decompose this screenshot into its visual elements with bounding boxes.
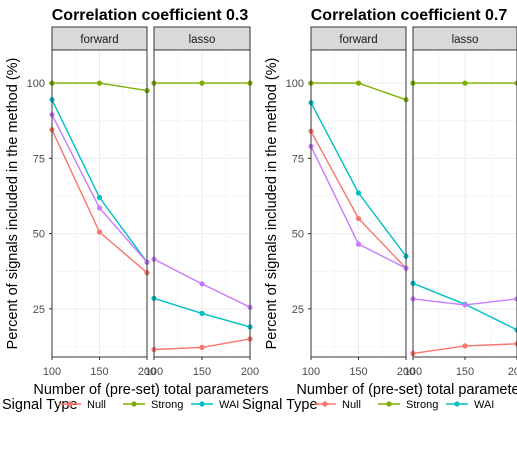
data-point [199,281,205,287]
x-tick-label: 200 [508,366,517,378]
facet-strip-label: forward [80,34,118,46]
y-tick-label: 50 [33,229,45,241]
data-point [96,205,103,211]
facet-strip-label: forward [339,34,377,46]
data-point [355,190,362,196]
legend-entry-label: WAI [219,399,239,411]
data-point [96,194,103,201]
x-tick-label: 200 [397,366,415,378]
y-tick-label: 25 [292,304,304,316]
data-point [96,80,103,86]
data-point [514,296,517,302]
data-point [514,341,517,347]
facet-strip-label: lasso [452,34,479,46]
x-tick-label: 150 [456,366,474,378]
x-tick-label: 200 [241,366,259,378]
legend-entry-label: Strong [406,399,438,411]
legend-title: Signal Type [242,397,318,413]
legend-key-point [67,401,73,407]
y-tick-label: 25 [33,304,45,316]
y-tick-label: 75 [292,153,304,165]
x-tick-label: 150 [349,366,367,378]
x-tick-label: 100 [302,366,320,378]
data-point [199,310,205,316]
y-tick-label: 100 [27,78,45,90]
facet-strip-label: lasso [189,34,216,46]
data-point [199,344,205,350]
legend-key-point [131,401,137,407]
legend-key-point [386,401,392,407]
y-axis-label: Percent of signals included in the metho… [5,58,21,350]
legend-key-point [454,401,460,407]
chart-title: Correlation coefficient 0.3 [52,7,249,24]
legend-entry-label: Null [342,399,361,411]
y-tick-label: 50 [292,229,304,241]
legend-title: Signal Type [2,397,78,413]
legend-key-point [322,401,328,407]
x-tick-label: 150 [193,366,211,378]
legend-entry-label: Strong [151,399,183,411]
data-point [462,302,468,308]
data-point [199,80,205,86]
x-axis-label: Number of (pre-set) total parameters [296,382,517,398]
legend-entry-label: WAI [474,399,494,411]
data-point [514,327,517,333]
data-point [355,241,362,247]
legend-key-point [199,401,205,407]
data-point [462,80,468,86]
y-tick-label: 75 [33,153,45,165]
data-point [462,343,468,349]
data-point [355,215,362,222]
x-tick-label: 100 [145,366,163,378]
y-tick-label: 100 [286,78,304,90]
x-tick-label: 200 [138,366,156,378]
y-axis-label: Percent of signals included in the metho… [264,58,280,350]
x-axis-label: Number of (pre-set) total parameters [33,382,268,398]
x-tick-label: 100 [404,366,422,378]
x-tick-label: 150 [90,366,108,378]
legend-entry-label: Null [87,399,106,411]
data-point [514,80,517,86]
chart-title: Correlation coefficient 0.7 [311,7,508,24]
data-point [355,80,362,86]
data-point [96,229,103,235]
x-tick-label: 100 [43,366,61,378]
